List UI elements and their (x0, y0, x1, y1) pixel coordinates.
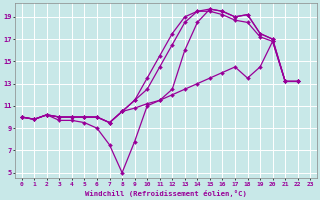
X-axis label: Windchill (Refroidissement éolien,°C): Windchill (Refroidissement éolien,°C) (85, 190, 247, 197)
